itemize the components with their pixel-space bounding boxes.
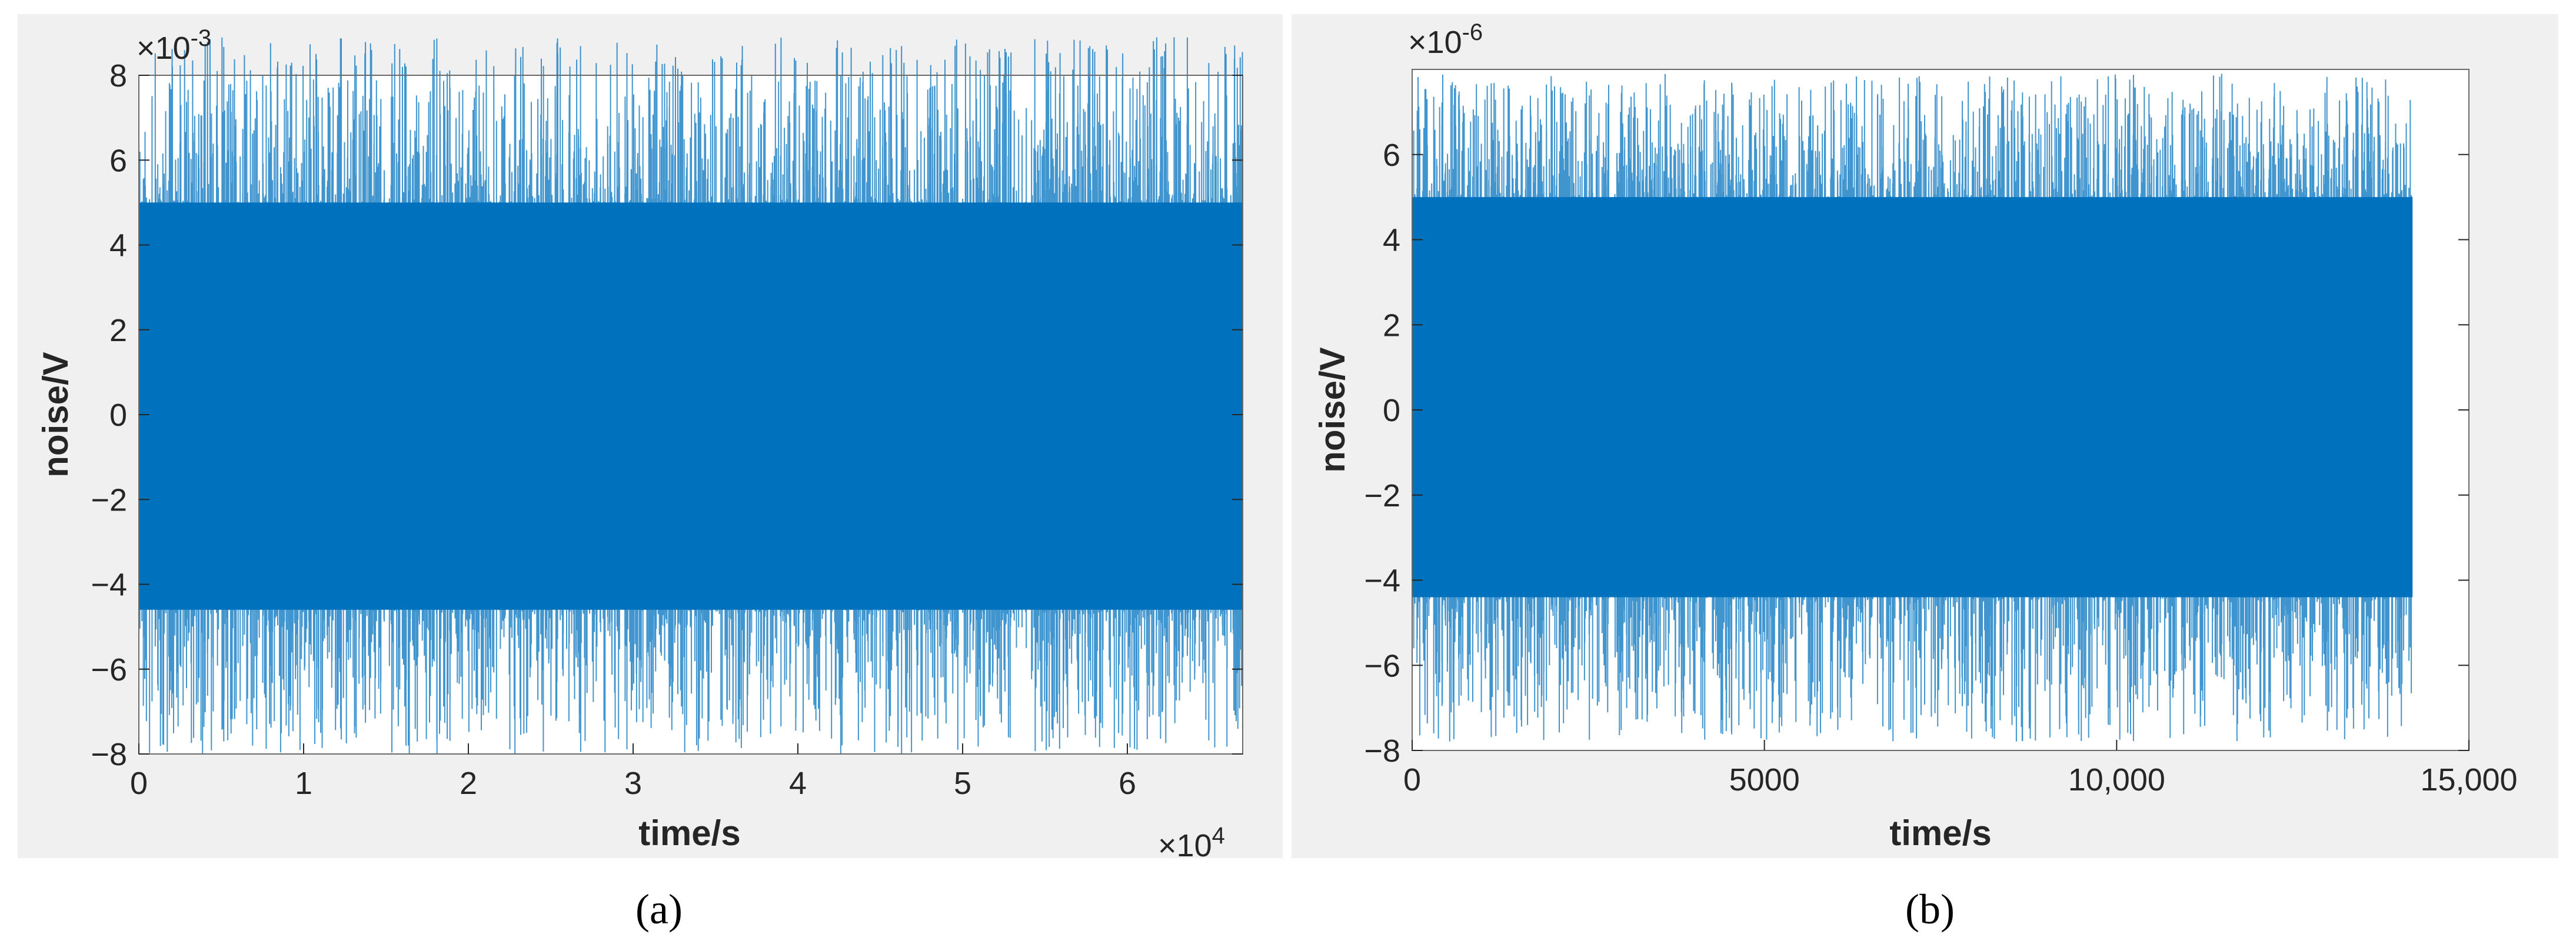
y-tick-label: 2 [109,313,127,348]
y-tick-label: 6 [109,143,127,178]
x-axis-title-b: time/s [1889,813,1991,853]
panel-b: 0 5000 10,000 15,000 −8 −6 −4 −2 0 2 4 6 ×10-6 time… [1313,19,2518,933]
y-tick-label: −4 [91,568,127,603]
axes-b: 0 5000 10,000 15,000 −8 −6 −4 −2 0 2 4 6 [1364,69,2518,797]
y-exponent-b: ×10-6 [1408,19,1483,60]
caption-b: (b) [1905,886,1955,933]
panel-a: 0 1 2 3 4 5 6 −8 −6 −4 −2 0 2 4 6 8 ×10-3 ×104 time/s n… [36,25,1243,933]
y-tick-label: 0 [109,398,127,433]
y-exponent-a: ×10-3 [137,25,211,66]
x-tick-label: 6 [1119,766,1136,801]
x-tick-label: 5000 [1729,762,1800,797]
y-tick-label: −2 [1364,478,1400,513]
x-tick-label: 4 [789,766,807,801]
noise-spikes [1412,74,2412,742]
y-tick-label: 8 [109,58,127,94]
y-tick-label: −6 [91,652,127,688]
y-tick-label: −4 [1364,563,1400,599]
y-tick-label: 0 [1383,393,1400,428]
x-tick-label: 1 [295,766,312,801]
x-tick-label: 5 [954,766,971,801]
y-tick-label: 2 [1383,308,1400,343]
y-tick-label: 6 [1383,138,1400,173]
y-tick-label: −6 [1364,648,1400,683]
x-exponent-a: ×104 [1158,823,1225,863]
y-axis-title-b: noise/V [1313,347,1352,472]
y-tick-label: 4 [1383,223,1400,258]
x-tick-label: 0 [1403,762,1421,797]
x-tick-label: 10,000 [2068,762,2165,797]
y-tick-label: −8 [1364,733,1400,769]
x-tick-label: 2 [460,766,477,801]
y-tick-label: 4 [109,228,127,263]
y-tick-label: −2 [91,482,127,518]
x-axis-title-a: time/s [638,813,740,853]
axes-a: 0 1 2 3 4 5 6 −8 −6 −4 −2 0 2 4 6 8 [91,58,1243,801]
y-tick-label: −8 [91,737,127,772]
noise-series-a [138,37,1243,754]
y-axis-title-a: noise/V [36,352,75,477]
caption-a: (a) [635,886,683,933]
x-tick-label: 3 [624,766,642,801]
noise-spikes [138,37,1243,754]
x-tick-label: 15,000 [2420,762,2517,797]
noise-series-b [1412,74,2413,742]
x-tick-label: 0 [130,766,148,801]
